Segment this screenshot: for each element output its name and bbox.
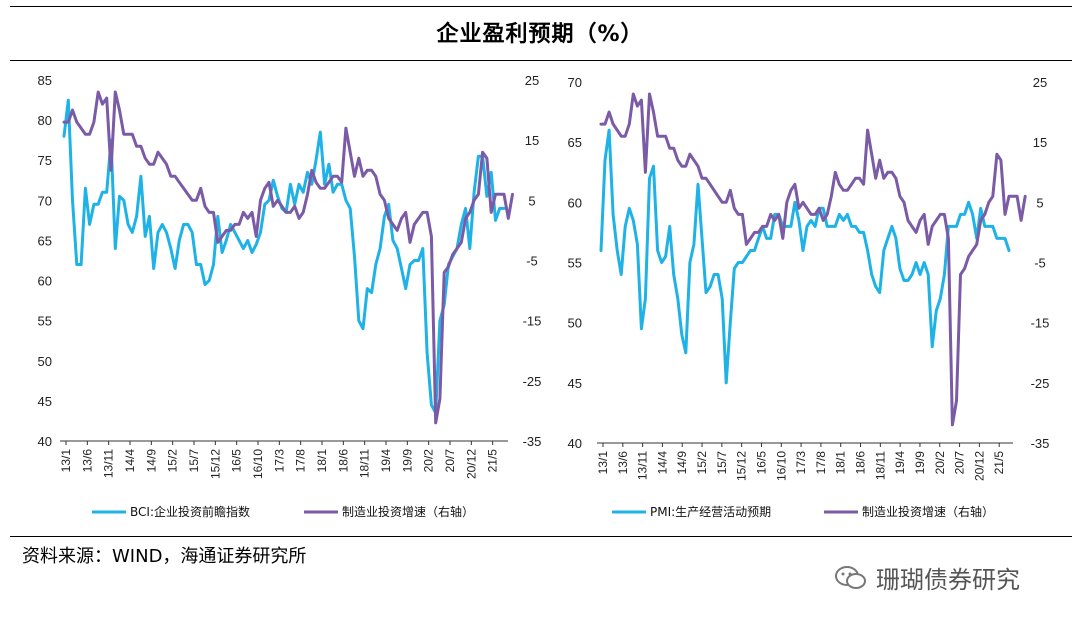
left-axis-tick-label: 75 — [38, 153, 52, 168]
left-axis-tick-label: 70 — [38, 193, 52, 208]
x-axis-tick-label: 19/9 — [400, 449, 414, 473]
left-axis-tick-label: 50 — [568, 316, 582, 331]
x-axis-tick-label: 18/11 — [873, 451, 887, 480]
x-axis-tick-label: 16/10 — [251, 449, 265, 479]
wechat-icon — [835, 565, 866, 589]
x-axis-tick-label: 16/5 — [230, 449, 244, 473]
x-axis-tick-label: 14/9 — [144, 449, 158, 473]
left-axis-tick-label: 40 — [568, 436, 582, 451]
right-axis-tick-label: 25 — [525, 73, 539, 88]
left-axis-tick-label: 60 — [38, 274, 52, 289]
x-axis-tick-label: 15/12 — [735, 451, 749, 481]
legend-label: 制造业投资增速（右轴） — [342, 504, 474, 519]
source-note: 资料来源：WIND，海通证券研究所 — [22, 546, 307, 567]
title-divider — [10, 60, 1072, 61]
chart-panel-2: 40 45 50 55 60 65 70 -35 -25 -15 -5 5 15 25 13/1 13/6 13… — [568, 75, 1050, 519]
x-axis-tick-label: 20/7 — [443, 449, 457, 473]
right-axis-tick-label: -5 — [1034, 256, 1046, 271]
x-axis-tick-label: 17/3 — [794, 451, 808, 475]
x-axis-tick-label: 20/2 — [422, 449, 436, 473]
x-axis-tick-label: 15/2 — [695, 451, 709, 475]
series-line-primary — [62, 98, 506, 415]
charts-canvas: 40 45 50 55 60 65 70 75 80 85 -35 -25 -15 -5 5 15 25 13/1… — [38, 73, 1050, 519]
right-axis-tick-label: 5 — [1036, 195, 1043, 210]
x-axis-tick-label: 16/10 — [774, 451, 788, 481]
chart-title: 企业盈利预期（%） — [436, 22, 644, 47]
x-axis-tick-label: 13/6 — [616, 451, 630, 475]
watermark: 珊瑚债券研究 — [834, 560, 1020, 595]
bottom-divider — [10, 536, 1072, 537]
x-axis-tick-label: 18/1 — [834, 451, 848, 475]
series-line-investment — [599, 92, 1027, 427]
right-axis-tick-label: 15 — [1033, 135, 1047, 150]
left-axis-tick-label: 85 — [38, 73, 52, 88]
right-axis-tick-label: -25 — [523, 374, 542, 389]
x-axis-tick-label: 18/1 — [315, 449, 329, 473]
left-axis-tick-label: 65 — [38, 233, 52, 248]
x-axis-tick-label: 13/11 — [102, 449, 116, 478]
left-axis-tick-label: 65 — [568, 135, 582, 150]
left-axis-tick-label: 45 — [38, 394, 52, 409]
chart-panel-1: 40 45 50 55 60 65 70 75 80 85 -35 -25 -15 -5 5 15 25 13/1… — [38, 73, 542, 519]
left-axis-tick-label: 80 — [38, 113, 52, 128]
x-axis-tick-label: 16/5 — [754, 451, 768, 475]
right-axis-tick-label: 25 — [1033, 75, 1047, 90]
right-axis-tick-label: 15 — [525, 133, 539, 148]
x-axis-tick-label: 14/4 — [655, 451, 669, 475]
x-axis-tick-label: 15/7 — [715, 451, 729, 475]
x-axis-tick-label: 18/6 — [336, 449, 350, 473]
x-axis-tick-label: 17/8 — [814, 451, 828, 475]
x-axis-tick-label: 17/8 — [294, 449, 308, 473]
x-axis-tick-label: 13/6 — [80, 449, 94, 473]
x-axis-tick-label: 17/3 — [272, 449, 286, 473]
x-axis-tick-label: 21/5 — [486, 449, 500, 473]
left-axis-tick-label: 55 — [38, 314, 52, 329]
right-axis-tick-label: -35 — [523, 434, 542, 449]
top-border — [10, 6, 1072, 7]
series-line-primary — [599, 128, 1011, 385]
left-axis-tick-label: 50 — [38, 354, 52, 369]
legend-label: BCI:企业投资前瞻指数 — [130, 504, 250, 519]
x-axis-tick-label: 20/12 — [464, 449, 478, 479]
x-axis-tick-label: 20/7 — [953, 451, 967, 475]
x-axis-tick-label: 21/5 — [992, 451, 1006, 475]
right-axis-tick-label: -35 — [1031, 436, 1050, 451]
x-axis-tick-label: 14/4 — [123, 449, 137, 473]
right-axis-tick-label: -15 — [1031, 316, 1050, 331]
series-line-investment — [62, 90, 514, 425]
left-axis-tick-label: 70 — [568, 75, 582, 90]
left-axis-tick-label: 45 — [568, 376, 582, 391]
x-axis-tick-label: 13/11 — [636, 451, 650, 480]
x-axis-tick-label: 14/9 — [675, 451, 689, 475]
x-axis-tick-label: 20/12 — [972, 451, 986, 481]
watermark-text: 珊瑚债券研究 — [876, 566, 1020, 594]
x-axis-tick-label: 20/2 — [933, 451, 947, 475]
x-axis-tick-label: 18/11 — [358, 449, 372, 478]
x-axis-tick-label: 13/1 — [596, 451, 610, 475]
x-axis-tick-label: 19/4 — [893, 451, 907, 475]
right-axis-tick-label: -25 — [1031, 376, 1050, 391]
x-axis-tick-label: 19/9 — [913, 451, 927, 475]
right-axis-tick-label: 5 — [528, 193, 535, 208]
left-axis-tick-label: 60 — [568, 195, 582, 210]
x-axis-tick-label: 18/6 — [854, 451, 868, 475]
right-axis-tick-label: -5 — [526, 254, 538, 269]
x-axis-tick-label: 15/2 — [166, 449, 180, 473]
right-axis-tick-label: -15 — [523, 314, 542, 329]
x-axis-tick-label: 13/1 — [59, 449, 73, 473]
legend-label: PMI:生产经营活动预期 — [650, 505, 771, 519]
legend-label: 制造业投资增速（右轴） — [862, 504, 994, 519]
x-axis-tick-label: 19/4 — [379, 449, 393, 473]
x-axis-tick-label: 15/7 — [187, 449, 201, 473]
x-axis-tick-label: 15/12 — [208, 449, 222, 479]
left-axis-tick-label: 55 — [568, 256, 582, 271]
left-axis-tick-label: 40 — [38, 434, 52, 449]
